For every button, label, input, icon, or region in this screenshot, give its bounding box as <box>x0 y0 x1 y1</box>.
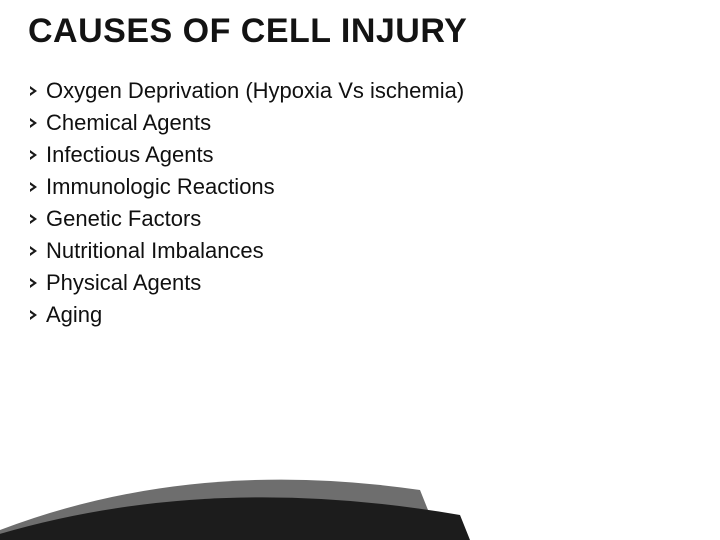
list-item: Physical Agents <box>28 268 464 298</box>
list-item: Genetic Factors <box>28 204 464 234</box>
cause-list: Oxygen Deprivation (Hypoxia Vs ischemia)… <box>28 76 464 332</box>
list-item-text: Oxygen Deprivation (Hypoxia Vs ischemia) <box>46 76 464 106</box>
slide-title: CAUSES OF CELL INJURY <box>28 12 467 51</box>
list-item-text: Infectious Agents <box>46 140 214 170</box>
list-item-text: Immunologic Reactions <box>46 172 275 202</box>
chevron-right-icon <box>28 181 40 193</box>
list-item-text: Physical Agents <box>46 268 201 298</box>
list-item: Aging <box>28 300 464 330</box>
chevron-right-icon <box>28 149 40 161</box>
list-item-text: Chemical Agents <box>46 108 211 138</box>
list-item: Immunologic Reactions <box>28 172 464 202</box>
list-item-text: Aging <box>46 300 102 330</box>
decorative-swoosh <box>0 420 720 540</box>
chevron-right-icon <box>28 277 40 289</box>
chevron-right-icon <box>28 117 40 129</box>
list-item: Chemical Agents <box>28 108 464 138</box>
chevron-right-icon <box>28 213 40 225</box>
list-item: Infectious Agents <box>28 140 464 170</box>
chevron-right-icon <box>28 309 40 321</box>
list-item-text: Genetic Factors <box>46 204 201 234</box>
chevron-right-icon <box>28 245 40 257</box>
list-item: Oxygen Deprivation (Hypoxia Vs ischemia) <box>28 76 464 106</box>
chevron-right-icon <box>28 85 40 97</box>
list-item-text: Nutritional Imbalances <box>46 236 264 266</box>
list-item: Nutritional Imbalances <box>28 236 464 266</box>
